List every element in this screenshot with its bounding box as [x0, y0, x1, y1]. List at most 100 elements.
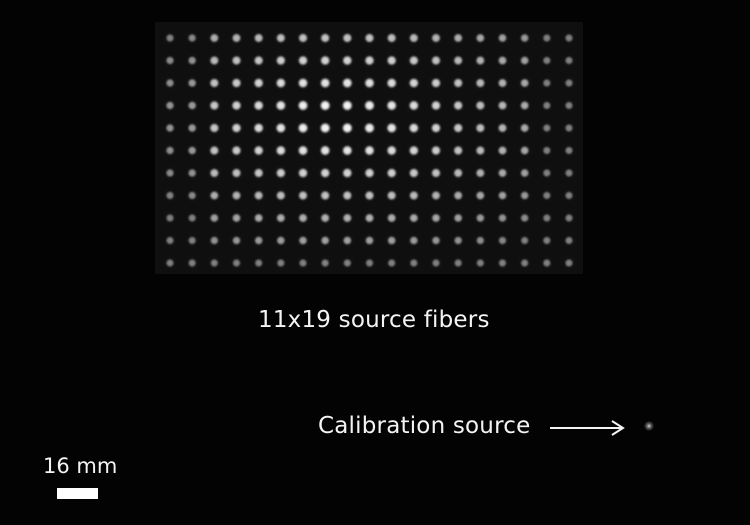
fiber-spot: [186, 32, 198, 44]
fiber-spot: [519, 257, 530, 269]
fiber-spot: [186, 167, 198, 179]
fiber-spot: [385, 32, 398, 44]
fiber-spot: [164, 235, 176, 246]
fiber-spot: [519, 54, 531, 67]
fiber-spot: [386, 234, 398, 247]
fiber-spot: [452, 257, 464, 269]
fiber-spot: [341, 189, 354, 202]
fiber-spot: [496, 54, 509, 67]
fiber-spot: [518, 122, 531, 134]
fiber-spot: [452, 54, 465, 67]
fiber-spot: [563, 122, 575, 134]
fiber-spot: [164, 145, 176, 156]
fiber-spot: [519, 212, 531, 224]
fiber-spot: [363, 76, 376, 90]
fiber-spot: [541, 55, 553, 66]
fiber-spot: [563, 257, 575, 269]
fiber-spot: [563, 212, 575, 224]
fiber-spot: [429, 76, 443, 90]
fiber-spot: [429, 144, 443, 157]
fiber-spot: [318, 98, 332, 113]
fiber-spot: [497, 235, 508, 246]
fiber-spot: [496, 189, 509, 202]
fiber-spot: [252, 212, 265, 224]
fiber-spot: [363, 54, 376, 67]
fiber-spot: [186, 212, 198, 224]
fiber-spot: [362, 98, 377, 113]
fiber-spot: [541, 32, 553, 44]
fiber-spot: [385, 189, 398, 202]
fiber-spot: [385, 212, 398, 224]
fiber-spot: [164, 257, 176, 269]
fiber-spot: [231, 257, 242, 269]
fiber-spot: [208, 235, 220, 246]
fiber-spot: [474, 77, 487, 89]
fiber-spot: [474, 32, 487, 44]
fiber-spot: [209, 257, 220, 269]
fiber-spot: [385, 121, 399, 135]
fiber-spot: [408, 257, 420, 269]
fiber-spot: [362, 121, 377, 135]
fiber-spot: [452, 212, 464, 224]
fiber-spot: [340, 98, 354, 113]
fiber-spot: [429, 99, 443, 112]
right-arrow-icon: [550, 420, 625, 436]
fiber-spot: [230, 99, 243, 112]
fiber-spot: [230, 166, 243, 180]
fiber-spot: [452, 144, 465, 157]
fiber-spot: [230, 32, 243, 44]
fiber-spot: [318, 121, 332, 135]
fiber-spot: [230, 76, 243, 90]
fiber-spot: [296, 98, 310, 113]
fiber-spot: [186, 122, 198, 134]
fiber-spot: [230, 189, 243, 202]
fiber-spot: [296, 166, 310, 180]
fiber-spot: [274, 54, 287, 67]
fiber-spot: [274, 121, 288, 135]
fiber-spot: [318, 144, 332, 157]
fiber-spot: [385, 166, 398, 180]
fiber-spot: [363, 234, 376, 247]
fiber-spot: [541, 212, 553, 224]
fiber-spot: [541, 167, 553, 179]
fiber-spot: [230, 234, 243, 247]
fiber-spot: [274, 32, 287, 44]
fiber-spot: [429, 54, 443, 67]
calibration-source-spot: [644, 421, 654, 431]
fiber-spot: [296, 121, 310, 135]
fiber-spot: [452, 76, 465, 90]
fiber-spot: [363, 166, 376, 180]
fiber-spot: [541, 145, 553, 156]
fiber-spot: [429, 121, 443, 135]
fiber-spot: [318, 76, 332, 90]
fiber-spot: [230, 212, 243, 224]
fiber-spot: [274, 166, 287, 180]
fiber-spot: [186, 144, 198, 157]
fiber-spot: [452, 32, 464, 44]
fiber-spot: [341, 166, 354, 180]
fiber-spot: [474, 122, 487, 134]
fiber-spot: [497, 257, 508, 269]
fiber-spot: [341, 31, 354, 45]
fiber-spot: [274, 144, 288, 157]
fiber-spot: [518, 77, 531, 89]
fiber-spot: [563, 77, 575, 89]
fiber-spot: [363, 212, 376, 224]
fiber-spot: [474, 235, 486, 246]
scale-bar: [57, 488, 98, 499]
fiber-spot: [430, 32, 442, 44]
fiber-spot: [407, 144, 421, 157]
fiber-spot: [541, 122, 553, 134]
fiber-spot: [341, 234, 353, 247]
fiber-spot: [208, 144, 221, 157]
fiber-spot: [253, 257, 264, 269]
fiber-spot: [496, 167, 509, 179]
calibration-label: Calibration source: [318, 413, 531, 439]
fiber-spot: [430, 257, 442, 269]
fiber-spot: [164, 122, 176, 134]
fiber-spot: [408, 212, 420, 224]
fiber-spot: [319, 212, 332, 224]
fiber-spot: [164, 100, 176, 111]
fiber-spot: [319, 234, 331, 247]
fiber-spot: [252, 121, 265, 135]
